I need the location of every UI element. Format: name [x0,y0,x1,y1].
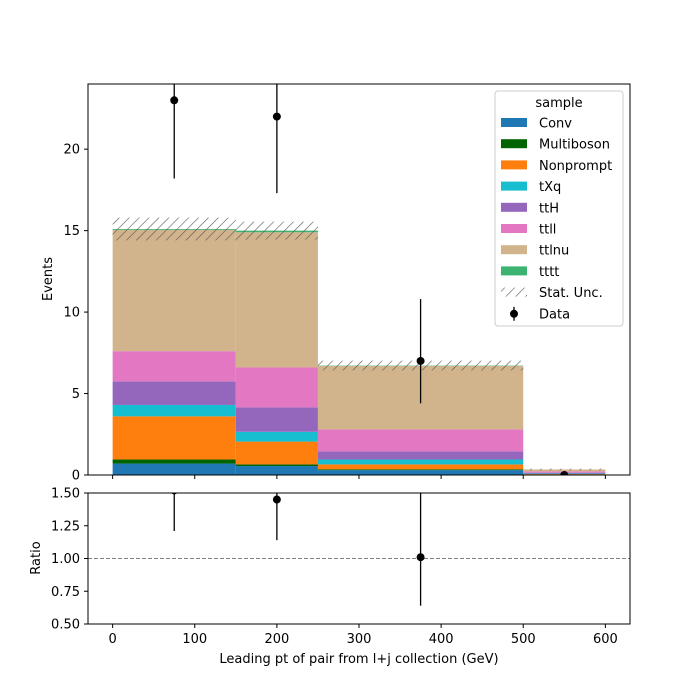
stat-unc-band-bin-0 [112,217,236,241]
data-point-1 [272,112,281,121]
data-point-3 [560,471,569,475]
legend-swatch-conv [501,118,527,127]
ratio-y-tick-label-1: 0.75 [51,585,80,600]
y-axis-label: Events [41,257,56,301]
bar-conv-bin-0 [112,463,236,475]
y-tick-label-4: 20 [63,143,80,158]
legend-swatch-ttll [501,224,527,233]
bar-tth-bin-0 [112,381,236,405]
ratio-panel: 0.50 0.75 1.00 1.25 1.50 0 100 200 300 400 500 600 [51,487,631,647]
legend-label-ttlnu: ttlnu [539,244,569,259]
x-tick-label-0: 0 [108,632,116,647]
stat-unc-band-bin-1 [235,221,318,240]
bar-multiboson-bin-1 [235,464,318,467]
ratio-point-1 [272,495,281,504]
legend-label-nonprompt: Nonprompt [539,159,612,174]
x-tick-label-6: 600 [593,632,618,647]
x-tick-label-5: 500 [511,632,536,647]
legend-swatch-stat-unc [501,287,527,297]
ratio-y-axis-label: Ratio [29,541,44,574]
x-tick-label-4: 400 [429,632,454,647]
bar-ttlnu-bin-3 [523,469,606,472]
legend-swatch-txq [501,181,527,191]
bar-ttlnu-bin-1 [235,232,318,368]
legend-label-tth: ttH [539,201,559,216]
bar-txq-bin-0 [112,404,236,417]
x-tick-label-2: 200 [264,632,289,647]
legend-title: sample [535,96,582,111]
ratio-point-2 [416,553,425,562]
bar-ttll-bin-2 [317,429,524,452]
bar-conv-bin-1 [235,466,318,475]
legend-swatch-tttt [501,266,527,276]
y-tick-label-0: 0 [72,469,80,484]
x-axis-label: Leading pt of pair from l+j collection (… [219,652,498,667]
legend-label-ttll: ttll [539,223,556,238]
bar-nonprompt-bin-2 [317,464,524,470]
ratio-y-tick-label-3: 1.25 [51,519,80,534]
data-point-0 [170,96,179,105]
legend-swatch-data [510,309,518,318]
legend-swatch-nonprompt [501,160,527,170]
y-tick-label-2: 10 [63,306,80,321]
legend-label-tttt: tttt [539,265,559,280]
bar-ttll-bin-0 [112,351,236,382]
legend-label-data: Data [539,307,570,322]
x-tick-label-1: 100 [182,632,207,647]
bar-multiboson-bin-2 [317,469,524,471]
main-panel: 0 5 10 15 20 [63,83,631,484]
legend-swatch-tth [501,202,527,212]
y-tick-label-1: 5 [72,387,80,402]
bar-tth-bin-2 [317,451,524,460]
legend-label-conv: Conv [539,117,572,132]
bar-nonprompt-bin-1 [235,441,318,465]
bar-conv-bin-2 [317,470,524,475]
ratio-points [171,493,425,606]
bar-nonprompt-bin-0 [112,416,236,460]
legend-swatch-ttlnu [501,245,527,255]
bar-txq-bin-2 [317,459,524,465]
ratio-y-tick-label-4: 1.50 [51,487,80,502]
stat-unc-band-bin-3 [523,468,606,471]
bar-txq-bin-1 [235,431,318,442]
bar-ttll-bin-1 [235,367,318,408]
bar-tth-bin-1 [235,407,318,432]
x-tick-label-3: 300 [347,632,372,647]
data-point-2 [416,356,425,365]
legend-label-stat-unc: Stat. Unc. [539,286,603,301]
legend-label-txq: tXq [539,180,561,195]
legend-swatch-multiboson [501,139,527,149]
ratio-y-tick-label-2: 1.00 [51,552,80,567]
legend: sample Conv Multiboson Nonprompt tXq ttH ttll t… [494,90,624,327]
ratio-y-tick-label-0: 0.50 [51,618,80,633]
data-points [170,84,569,475]
bar-multiboson-bin-0 [112,459,236,464]
bar-ttlnu-bin-0 [112,229,236,352]
y-tick-label-3: 15 [63,224,80,239]
legend-label-multiboson: Multiboson [539,138,610,153]
